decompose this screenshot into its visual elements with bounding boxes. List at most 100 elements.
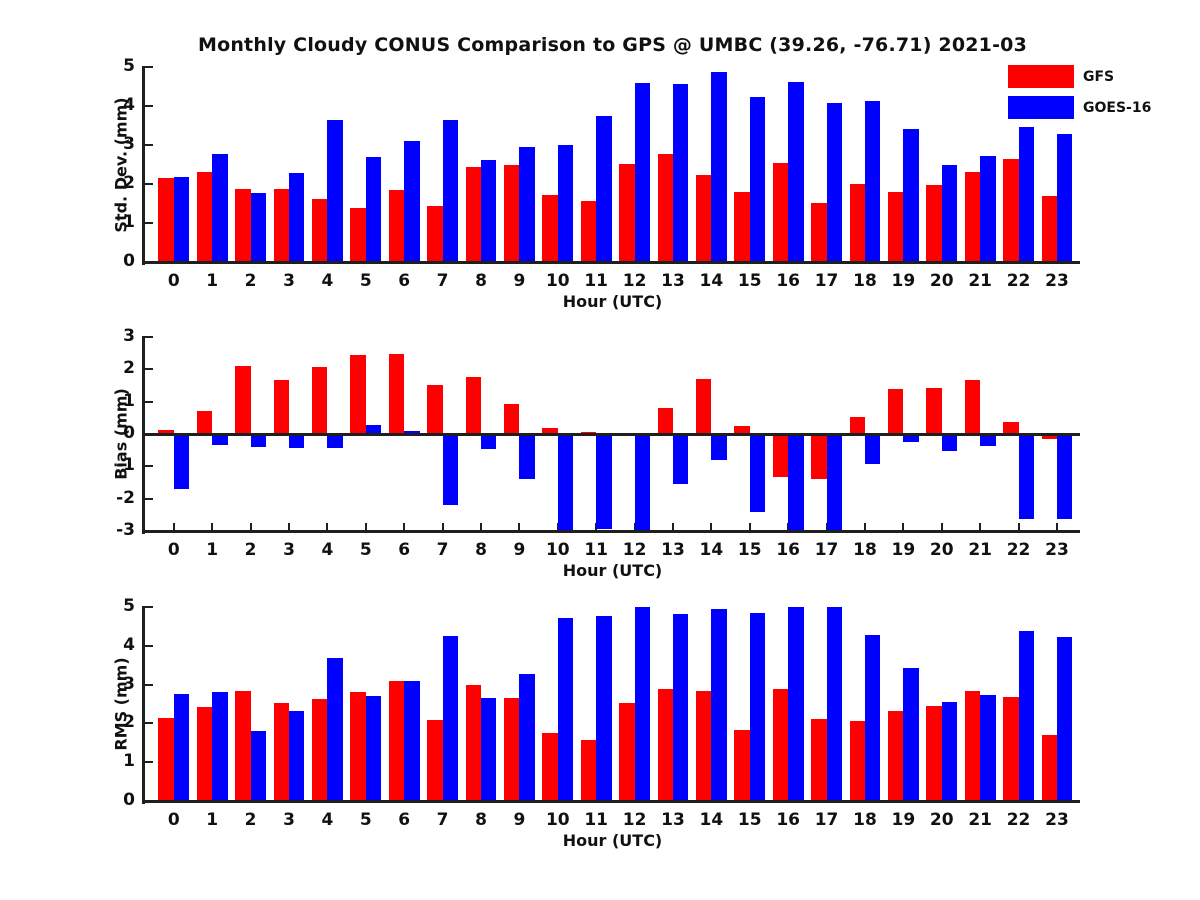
legend-item-goes16: GOES-16 — [1008, 92, 1151, 123]
std-dev-bar-goes-16-hour-16 — [788, 81, 804, 262]
bias-x-tick-label: 15 — [737, 540, 762, 560]
std-dev-x-tick-label: 4 — [321, 271, 334, 291]
rms-x-tick-label: 5 — [359, 810, 372, 830]
rms-bar-goes-16-hour-0 — [173, 694, 190, 801]
std-dev-x-tick-label: 21 — [968, 271, 992, 291]
std-dev-x-tick-label: 5 — [359, 271, 372, 291]
bias-x-tick-label: 10 — [545, 540, 570, 560]
std-dev-bar-goes-16-hour-6 — [404, 141, 420, 262]
rms-x-tick-label: 19 — [891, 810, 916, 830]
bias-bar-goes-16-hour-23 — [1056, 434, 1073, 520]
rms-bar-goes-16-hour-21 — [980, 694, 996, 801]
std-dev-x-tick-label: 6 — [398, 271, 411, 291]
bias-x-tickmark — [479, 523, 482, 531]
std-dev-bar-gfs-hour-22 — [1003, 159, 1019, 262]
bias-y-axis-label: Bias (mm) — [111, 388, 131, 480]
rms-x-axis — [142, 800, 1080, 803]
std-dev-bar-goes-16-hour-14 — [711, 72, 727, 262]
std-dev-y-tick-label: 4 — [123, 95, 135, 115]
rms-y-axis — [142, 606, 145, 804]
bias-y-tick-label: 1 — [123, 390, 135, 411]
rms-y-axis-label: RMS (mm) — [111, 657, 131, 751]
rms-bar-gfs-hour-11 — [580, 739, 597, 801]
rms-bar-gfs-hour-21 — [964, 691, 981, 801]
bias-bar-goes-16-hour-9 — [519, 434, 535, 479]
bias-x-tickmark — [364, 523, 367, 531]
bias-bar-gfs-hour-10 — [542, 427, 558, 434]
bias-x-axis — [142, 530, 1080, 533]
std-dev-bar-gfs-hour-11 — [580, 200, 597, 262]
rms-x-tick-label: 3 — [283, 810, 295, 830]
std-dev-bar-goes-16-hour-23 — [1056, 134, 1073, 262]
bias-x-tick-label: 20 — [929, 540, 954, 560]
std-dev-y-tickmark — [145, 105, 153, 107]
bias-y-tickmark — [145, 368, 153, 371]
legend-swatch-goes16-icon — [1008, 96, 1074, 119]
bias-bar-goes-16-hour-14 — [711, 434, 727, 461]
std-dev-bar-goes-16-hour-17 — [826, 102, 842, 262]
std-dev-bar-goes-16-hour-18 — [864, 100, 881, 262]
rms-x-tick-label: 0 — [167, 810, 180, 830]
std-dev-y-tickmark — [145, 66, 153, 68]
std-dev-y-tickmark — [145, 183, 153, 185]
rms-bar-gfs-hour-9 — [503, 697, 520, 801]
bias-bar-gfs-hour-22 — [1003, 422, 1019, 434]
bias-bar-gfs-hour-9 — [503, 403, 520, 434]
std-dev-bar-goes-16-hour-2 — [250, 192, 266, 262]
rms-x-tick-label: 23 — [1045, 810, 1069, 830]
bias-bar-goes-16-hour-21 — [980, 434, 996, 447]
bias-x-tickmark — [249, 523, 252, 531]
std-dev-x-tick-label: 1 — [206, 271, 219, 291]
std-dev-bar-gfs-hour-21 — [964, 172, 981, 262]
std-dev-x-tick-label: 3 — [283, 271, 295, 291]
std-dev-x-tick-label: 20 — [929, 271, 954, 291]
rms-y-tickmark — [145, 606, 153, 608]
bias-bar-gfs-hour-4 — [311, 367, 328, 434]
std-dev-x-tick-label: 18 — [853, 271, 877, 291]
std-dev-bar-gfs-hour-6 — [388, 189, 405, 262]
rms-bar-goes-16-hour-11 — [596, 616, 612, 801]
std-dev-bar-goes-16-hour-7 — [442, 120, 458, 262]
rms-bar-gfs-hour-0 — [158, 718, 174, 801]
rms-bar-goes-16-hour-15 — [749, 612, 766, 801]
bias-x-tick-label: 1 — [206, 540, 219, 560]
bias-bar-goes-16-hour-18 — [864, 434, 881, 464]
rms-x-tick-label: 13 — [661, 810, 685, 830]
rms-bar-goes-16-hour-13 — [672, 613, 689, 801]
rms-bar-goes-16-hour-17 — [826, 607, 842, 801]
std-dev-bar-gfs-hour-23 — [1041, 195, 1057, 262]
bias-bar-goes-16-hour-12 — [634, 434, 650, 531]
bias-x-tick-label: 17 — [814, 540, 839, 560]
chart-title: Monthly Cloudy CONUS Comparison to GPS @… — [197, 34, 1028, 56]
std-dev-bar-goes-16-hour-4 — [327, 119, 343, 262]
bias-y-tickmark — [145, 497, 153, 500]
rms-bar-goes-16-hour-12 — [634, 607, 650, 801]
std-dev-bar-gfs-hour-4 — [311, 198, 328, 262]
rms-bar-gfs-hour-20 — [926, 705, 942, 801]
bias-bar-gfs-hour-14 — [695, 379, 712, 434]
bias-bar-gfs-hour-23 — [1041, 434, 1057, 439]
std-dev-x-tick-label: 12 — [622, 271, 647, 291]
bias-x-tick-label: 7 — [436, 540, 449, 560]
rms-x-tick-label: 7 — [436, 810, 449, 830]
rms-bar-goes-16-hour-1 — [212, 692, 228, 801]
bias-bar-gfs-hour-18 — [849, 416, 865, 434]
bias-x-tickmark — [940, 523, 943, 531]
rms-x-tick-label: 1 — [206, 810, 219, 830]
rms-bar-gfs-hour-18 — [849, 720, 865, 801]
bias-x-tickmark — [441, 523, 444, 531]
bias-x-tickmark — [863, 523, 866, 531]
std-dev-x-tick-label: 23 — [1045, 271, 1069, 291]
bias-bar-goes-16-hour-11 — [596, 434, 612, 529]
std-dev-bar-goes-16-hour-9 — [519, 146, 535, 262]
std-dev-bar-goes-16-hour-3 — [288, 173, 305, 262]
bias-y-tick-label: 0 — [123, 423, 135, 443]
std-dev-bar-goes-16-hour-1 — [212, 153, 228, 262]
bias-x-tickmark — [671, 523, 674, 531]
rms-bar-goes-16-hour-2 — [250, 731, 266, 801]
bias-x-tick-label: 22 — [1006, 540, 1031, 560]
rms-bar-goes-16-hour-18 — [864, 634, 881, 801]
bias-x-tick-label: 8 — [475, 540, 487, 560]
rms-bar-goes-16-hour-19 — [903, 667, 919, 801]
std-dev-bar-gfs-hour-7 — [427, 206, 443, 262]
